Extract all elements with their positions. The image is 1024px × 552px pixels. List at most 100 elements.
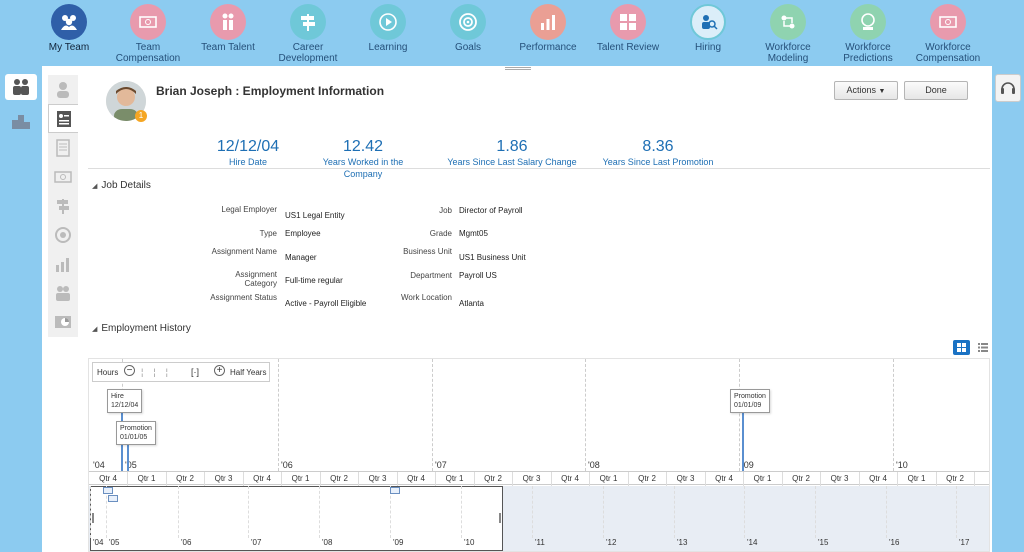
page-title: Brian Joseph : Employment Information (156, 84, 385, 98)
tab-document[interactable] (48, 133, 78, 162)
window-left-handle[interactable] (92, 513, 94, 523)
window-right-handle[interactable] (499, 513, 501, 523)
tab-compensation[interactable] (48, 162, 78, 191)
tab-employment-info[interactable] (48, 104, 78, 133)
actions-button[interactable]: Actions ▼ (834, 81, 898, 100)
zoom-fit-icon[interactable]: [·] (191, 367, 199, 377)
overview-window[interactable] (90, 486, 503, 551)
overview-gridline (603, 486, 604, 538)
done-button[interactable]: Done (904, 81, 968, 100)
overview-gridline (744, 486, 745, 538)
nav-item-team-compensation[interactable]: Team Compensation (108, 0, 188, 64)
overview-year-label: '08 (322, 538, 333, 547)
event-promotion[interactable]: Promotion 01/01/05 (116, 421, 156, 445)
nav-item-talent-review[interactable]: Talent Review (588, 0, 668, 53)
field-value: Mgmt05 (459, 229, 488, 238)
event-promotion[interactable]: Promotion 01/01/09 (730, 389, 770, 413)
zoom-in-icon[interactable]: + (214, 365, 225, 376)
job-details-header[interactable]: ◢ Job Details (92, 180, 151, 191)
quarter-tick (473, 472, 475, 486)
target-icon (450, 4, 486, 40)
quarter-label: Qtr 3 (830, 474, 849, 483)
crystal-ball-icon (850, 4, 886, 40)
overview-event-mark (103, 487, 113, 494)
overview-year-label: '13 (677, 538, 688, 547)
ranking-strip-button[interactable] (5, 108, 37, 134)
tab-goals[interactable] (48, 220, 78, 249)
nav-label: Workforce Modeling (765, 42, 811, 64)
nav-item-learning[interactable]: Learning (348, 0, 428, 53)
quarter-label: Qtr 4 (99, 474, 117, 483)
field-value: Director of Payroll (459, 206, 523, 215)
employment-history-header[interactable]: ◢ Employment History (92, 323, 191, 334)
overview-gridline (106, 486, 107, 538)
tab-career[interactable] (48, 191, 78, 220)
nav-item-workforce-predictions[interactable]: Workforce Predictions (828, 0, 908, 64)
quarter-tick (319, 472, 321, 486)
modeling-icon (770, 4, 806, 40)
quarter-label: Qtr 2 (792, 474, 810, 483)
nav-item-goals[interactable]: Goals (428, 0, 508, 53)
field-label: Assignment Name (211, 247, 277, 256)
overview-year-label: '06 (181, 538, 192, 547)
field-label: Grade (429, 229, 452, 238)
zoom-control: Hours − ¦¦¦ [·] + Half Years (92, 362, 270, 382)
event-date: 01/01/09 (734, 402, 762, 409)
quarter-label: Qtr 1 (907, 474, 926, 483)
talent-icon (210, 4, 246, 40)
nav-item-career-development[interactable]: Career Development (268, 0, 348, 64)
metric-label: Years Since Last Promotion (602, 157, 714, 167)
nav-item-workforce-compensation[interactable]: Workforce Compensation (908, 0, 988, 64)
overview-gridline (178, 486, 179, 538)
field-label: Assignment Category (235, 270, 277, 288)
quarter-label: Qtr 2 (176, 474, 194, 483)
zoom-out-icon[interactable]: − (124, 365, 135, 376)
quarter-tick (666, 472, 667, 486)
nav-item-hiring[interactable]: Hiring (668, 0, 748, 53)
help-button[interactable] (995, 74, 1021, 102)
quarter-tick (396, 472, 398, 486)
nav-label: Career Development (278, 42, 338, 64)
overview-event-mark (390, 487, 400, 494)
nav-item-my-team[interactable]: My Team (29, 0, 109, 53)
tab-analytics[interactable] (48, 307, 78, 336)
nav-label: Hiring (694, 42, 722, 53)
tab-team[interactable] (48, 278, 78, 307)
timeline-overview[interactable]: '04 '05 '06 '07 '08 '09 '10 '11 '12 '13 '14 '15 '16 '… (89, 486, 989, 551)
overview-gridline (886, 486, 887, 538)
field-label: Department (410, 271, 452, 280)
employment-timeline[interactable]: '04 '05 '06 '07 '08 '09 '10 Hours − ¦¦¦ [·] + … (88, 358, 990, 552)
zoom-slider[interactable]: ¦¦¦ (141, 367, 179, 377)
event-date: 12/12/04 (111, 402, 139, 409)
nav-label: Team Compensation (115, 42, 181, 64)
event-title: Promotion (120, 425, 152, 432)
chevron-down-icon: ▼ (878, 88, 886, 95)
quarter-tick (858, 472, 860, 486)
headset-icon (1001, 82, 1015, 94)
nav-item-n[interactable]: N (992, 0, 1024, 53)
list-view-button[interactable] (974, 340, 991, 355)
my-team-strip-button[interactable] (5, 74, 37, 100)
field-value: Atlanta (459, 299, 484, 308)
quarter-label: Qtr 1 (291, 474, 310, 483)
nav-item-performance[interactable]: Performance (508, 0, 588, 53)
field-value: US1 Business Unit (459, 253, 526, 262)
event-date: 01/01/05 (120, 434, 148, 441)
nav-label: Team Talent (201, 42, 255, 53)
people-icon (13, 79, 29, 95)
nav-label: Goals (454, 42, 482, 53)
team-icon (56, 285, 70, 301)
event-hire[interactable]: Hire 12/12/04 (107, 389, 143, 413)
year-label: '05 (125, 460, 137, 470)
overview-year-label: '14 (747, 538, 758, 547)
tab-performance[interactable] (48, 249, 78, 278)
zoom-min-label: Hours (97, 368, 119, 377)
nav-item-team-talent[interactable]: Team Talent (188, 0, 268, 53)
grid-view-button[interactable] (953, 340, 970, 355)
year-label: '08 (588, 460, 600, 470)
list-icon (977, 343, 988, 352)
nav-item-workforce-modeling[interactable]: Workforce Modeling (748, 0, 828, 64)
zoom-max-label: Half Years (230, 368, 267, 377)
collapse-grip[interactable] (505, 67, 531, 70)
tab-person[interactable] (48, 75, 78, 104)
